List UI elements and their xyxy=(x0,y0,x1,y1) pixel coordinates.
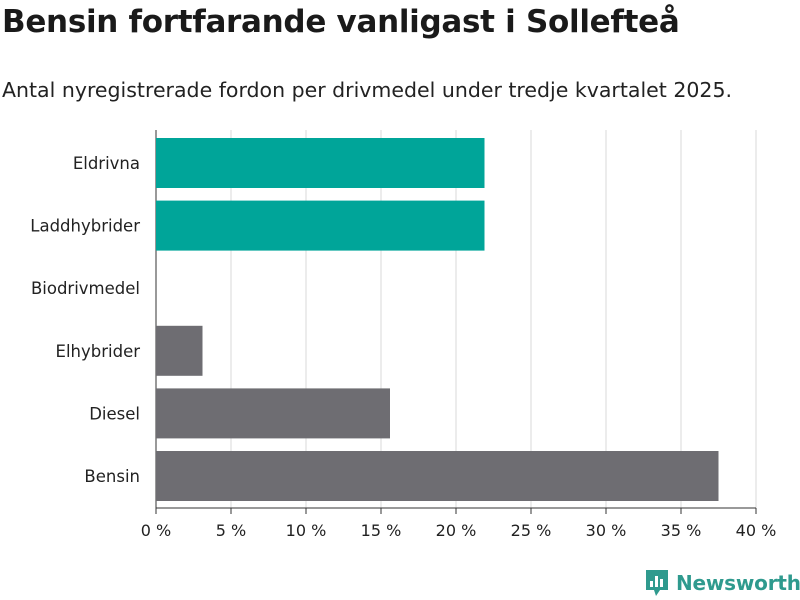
bar-diesel xyxy=(156,388,390,439)
x-tick-label: 25 % xyxy=(511,521,552,540)
brand-name: Newsworthy xyxy=(676,571,800,595)
chart-title: Bensin fortfarande vanligast i Sollefteå xyxy=(2,4,680,40)
bar-chart-logo-icon xyxy=(646,570,668,596)
x-tick-label: 10 % xyxy=(286,521,327,540)
category-label-elhybrider: Elhybrider xyxy=(56,342,141,361)
newsworthy-logo: Newsworthy xyxy=(644,568,800,598)
x-tick-label: 35 % xyxy=(661,521,702,540)
bar-elhybrider xyxy=(156,325,203,376)
category-label-diesel: Diesel xyxy=(89,404,140,423)
bar-bensin xyxy=(156,451,719,501)
x-tick-label: 20 % xyxy=(436,521,477,540)
x-tick-label: 30 % xyxy=(586,521,627,540)
bar-laddhybrider xyxy=(156,200,485,251)
x-tick-label: 5 % xyxy=(216,521,246,540)
bar-eldrivna xyxy=(156,138,485,188)
category-label-laddhybrider: Laddhybrider xyxy=(30,217,140,236)
category-label-eldrivna: Eldrivna xyxy=(73,154,140,173)
x-tick-label: 40 % xyxy=(736,521,777,540)
x-tick-label: 0 % xyxy=(141,521,171,540)
category-label-biodrivmedel: Biodrivmedel xyxy=(31,279,140,298)
chart-subtitle: Antal nyregistrerade fordon per drivmede… xyxy=(2,78,733,102)
x-tick-label: 15 % xyxy=(361,521,402,540)
category-label-bensin: Bensin xyxy=(84,467,140,486)
